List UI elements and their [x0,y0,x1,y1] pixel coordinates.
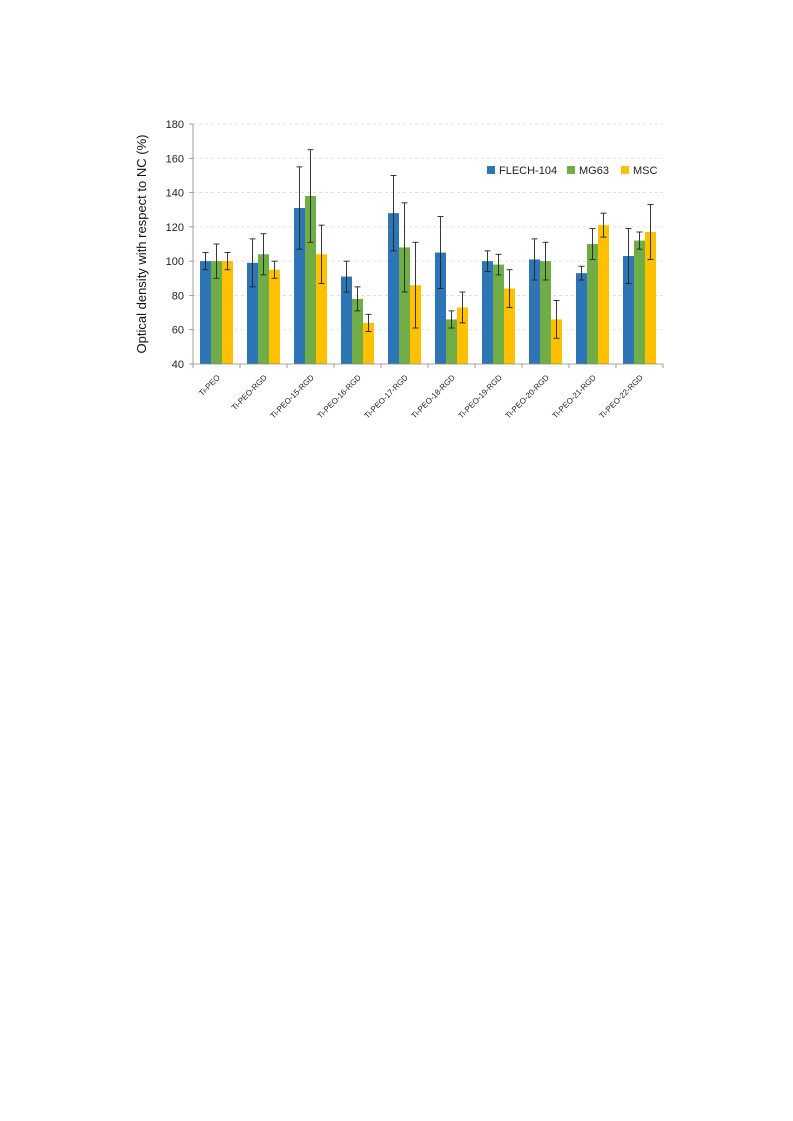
legend-swatch-mg63 [567,166,575,174]
x-tick-label: Ti-PEO-RGD [230,373,269,412]
bar-mg63 [211,261,222,364]
legend-label: MG63 [579,165,609,177]
bar-flech-104 [200,261,211,364]
bar-flech-104 [623,256,634,364]
axes [189,123,664,368]
legend-label: FLECH-104 [499,165,557,177]
legend-label: MSC [633,165,658,177]
bar-mg63 [446,319,457,364]
bars [200,196,656,364]
bar-mg63 [305,196,316,364]
bar-flech-104 [435,252,446,364]
legend-swatch-msc [621,166,629,174]
y-tick-label: 100 [166,256,184,268]
bar-mg63 [258,254,269,364]
x-tick-label: Ti-PEO-18-RGD [410,373,457,420]
bar-msc [457,307,468,364]
x-tick-label: Ti-PEO-22-RGD [598,373,645,420]
y-tick-label: 160 [166,153,184,165]
y-tick-labels: 40 60 80 100 120 140 160 180 [166,119,184,371]
bar-msc [598,225,609,364]
bar-mg63 [399,247,410,364]
y-tick-label: 80 [172,290,184,302]
bar-msc [551,319,562,364]
y-axis-title: Optical density with respect to NC (%) [134,135,149,354]
y-tick-label: 140 [166,188,184,200]
bar-chart: 40 60 80 100 120 140 160 180 Ti-PEO Ti-PEO-RGD Ti… [0,0,793,470]
x-tick-label: Ti-PEO [197,373,222,398]
bar-mg63 [587,244,598,364]
bar-flech-104 [247,262,258,364]
legend: FLECH-104 MG63 MSC [487,165,658,177]
bar-flech-104 [482,261,493,364]
error-bars [202,149,654,339]
bar-msc [363,322,374,364]
bar-mg63 [352,298,363,364]
x-tick-label: Ti-PEO-15-RGD [269,373,316,420]
x-tick-label: Ti-PEO-17-RGD [363,373,410,420]
x-tick-label: Ti-PEO-21-RGD [551,373,598,420]
bar-msc [504,288,515,364]
bar-mg63 [634,240,645,364]
y-tick-label: 60 [172,325,184,337]
bar-msc [645,232,656,364]
y-tick-label: 40 [172,359,184,371]
bar-flech-104 [341,276,352,364]
bar-msc [222,261,233,364]
x-tick-label: Ti-PEO-20-RGD [504,373,551,420]
bar-msc [316,254,327,364]
legend-swatch-flech-104 [487,166,495,174]
y-tick-label: 120 [166,222,184,234]
bar-flech-104 [388,213,399,364]
x-tick-labels: Ti-PEO Ti-PEO-RGD Ti-PEO-15-RGD Ti-PEO-16-R… [197,373,645,420]
x-tick-label: Ti-PEO-19-RGD [457,373,504,420]
bar-msc [269,269,280,364]
y-tick-label: 180 [166,119,184,131]
bar-mg63 [493,264,504,364]
bar-flech-104 [294,208,305,364]
x-tick-label: Ti-PEO-16-RGD [316,373,363,420]
bar-flech-104 [576,273,587,364]
bar-mg63 [540,261,551,364]
bar-flech-104 [529,259,540,364]
